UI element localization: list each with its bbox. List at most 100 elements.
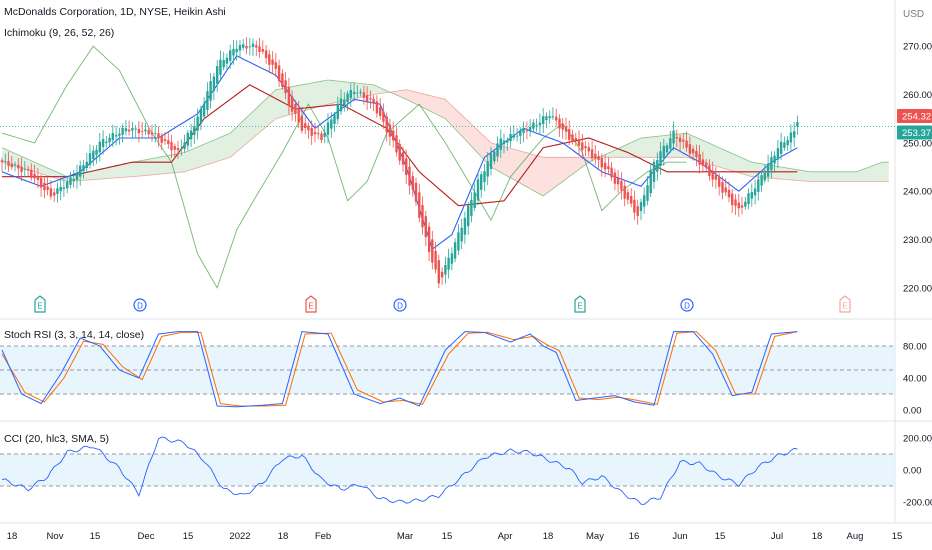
- candle-body: [424, 216, 427, 238]
- candle-body: [502, 140, 506, 145]
- candle-body: [590, 149, 594, 159]
- event-marker-e[interactable]: E: [839, 295, 851, 313]
- stoch-rsi-pane[interactable]: 80.00 40.00 0.00: [0, 331, 927, 417]
- candle-body: [695, 151, 698, 158]
- candle-body: [688, 144, 692, 154]
- time-tick-label: 15: [892, 531, 903, 542]
- candle-body: [493, 151, 496, 162]
- candle-body: [105, 141, 108, 144]
- candle-body: [421, 205, 424, 228]
- candle-body: [392, 130, 395, 141]
- time-tick-label: Dec: [138, 531, 155, 542]
- candle-body: [587, 147, 590, 152]
- candle-body: [375, 101, 379, 114]
- candle-body: [405, 158, 408, 175]
- candle-body: [646, 185, 649, 201]
- candle-body: [82, 165, 85, 172]
- earnings-icon: [574, 295, 586, 313]
- price-badge: [897, 109, 932, 123]
- candle-body: [636, 206, 639, 216]
- cci-tick-label: -200.00: [903, 498, 932, 509]
- candle-body: [232, 48, 235, 56]
- candle-body: [274, 62, 277, 69]
- event-marker-d[interactable]: D: [133, 298, 147, 312]
- candle-body: [219, 59, 222, 75]
- candle-body: [731, 193, 734, 206]
- candle-body: [450, 253, 454, 264]
- candle-body: [734, 199, 737, 206]
- candle-body: [307, 125, 310, 131]
- candle-body: [760, 175, 763, 186]
- candle-body: [447, 257, 450, 270]
- event-marker-d[interactable]: D: [393, 298, 407, 312]
- candle-body: [229, 50, 232, 61]
- candle-body: [564, 126, 568, 132]
- candle-body: [528, 126, 532, 131]
- candle-body: [714, 175, 718, 180]
- candle-body: [10, 163, 13, 168]
- candle-body: [773, 155, 776, 164]
- candle-body: [310, 128, 313, 136]
- cci-pane[interactable]: 200.00 0.00 -200.00: [0, 434, 932, 509]
- candle-body: [287, 86, 291, 106]
- candle-body: [294, 104, 297, 114]
- candle-body: [427, 226, 431, 253]
- candle-body: [411, 176, 414, 190]
- candle-body: [59, 186, 62, 192]
- candle-body: [150, 132, 154, 135]
- price-axis[interactable]: 270.00 260.00 250.00 240.00 230.00 220.00: [903, 42, 932, 295]
- candle-body: [209, 81, 212, 101]
- price-badges: 254.32 253.37: [897, 109, 932, 140]
- candle-body: [4, 160, 7, 162]
- candle-body: [675, 137, 678, 139]
- event-marker-d[interactable]: D: [680, 298, 694, 312]
- candle-body: [127, 129, 131, 132]
- candle-body: [167, 140, 170, 144]
- candle-body: [512, 134, 515, 138]
- candle-body: [46, 186, 49, 190]
- candle-body: [137, 128, 141, 134]
- candle-body: [281, 73, 284, 88]
- candle-body: [356, 92, 359, 94]
- candle-body: [744, 201, 747, 207]
- candle-body: [444, 265, 447, 275]
- candle-body: [62, 187, 66, 189]
- candle-body: [216, 66, 219, 84]
- candle-body: [369, 98, 372, 100]
- candle-body: [323, 132, 326, 137]
- candle-body: [13, 164, 17, 166]
- stoch-tick-label: 40.00: [903, 374, 927, 385]
- candle-body: [108, 137, 111, 143]
- candle-body: [379, 107, 382, 116]
- candle-body: [519, 130, 522, 136]
- candle-body: [457, 232, 460, 251]
- candle-body: [297, 108, 300, 123]
- event-marker-e[interactable]: E: [574, 295, 586, 313]
- candle-body: [669, 138, 672, 149]
- candle-body: [783, 142, 786, 148]
- heikin-ashi-candles[interactable]: [0, 37, 799, 288]
- event-marker-e[interactable]: E: [34, 295, 46, 313]
- time-tick-label: 2022: [229, 531, 250, 542]
- time-tick-label: Aug: [847, 531, 864, 542]
- cci-legend: CCI (20, hlc3, SMA, 5): [4, 433, 109, 445]
- event-marker-e[interactable]: E: [305, 295, 317, 313]
- time-tick-label: 18: [543, 531, 554, 542]
- candle-body: [26, 169, 30, 171]
- candle-body: [160, 135, 163, 143]
- time-tick-label: 18: [278, 531, 289, 542]
- candle-body: [515, 135, 519, 137]
- price-tick-label: 270.00: [903, 42, 932, 53]
- candle-body: [255, 45, 258, 48]
- cci-band-fill: [0, 454, 895, 486]
- candle-body: [336, 103, 339, 120]
- candle-body: [343, 99, 346, 105]
- time-axis[interactable]: 18 Nov 15 Dec 15 2022 18 Feb Mar 15 Apr 18 May 16 Jun 1…: [7, 531, 903, 542]
- candle-body: [238, 45, 242, 51]
- candle-body: [0, 160, 4, 163]
- candle-body: [36, 176, 40, 180]
- candle-body: [568, 129, 571, 140]
- candle-body: [385, 116, 388, 133]
